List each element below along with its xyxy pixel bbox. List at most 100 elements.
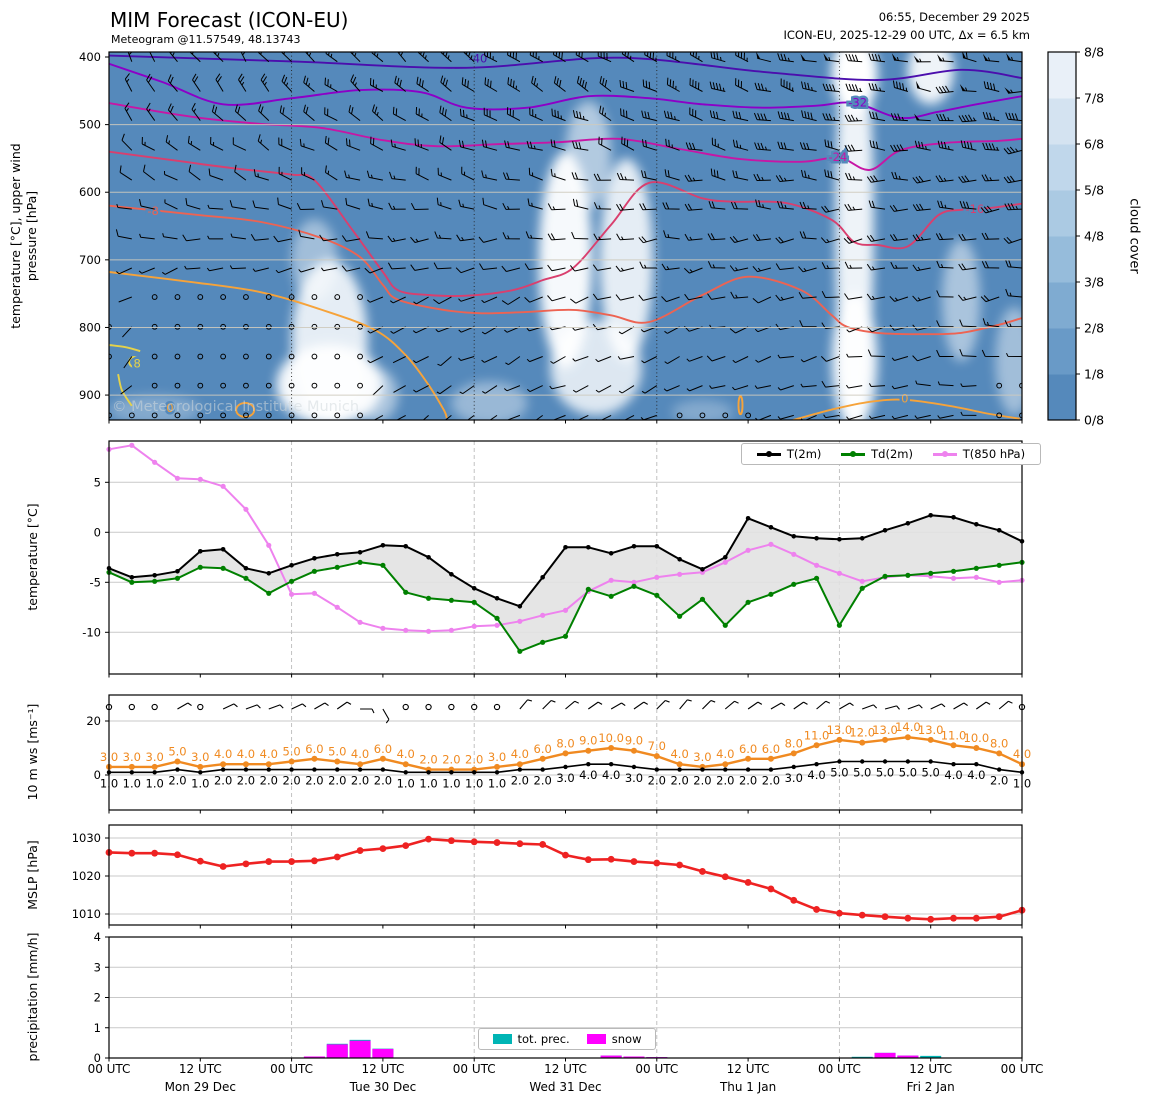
svg-text:9.0: 9.0 [579,734,597,748]
svg-text:5/8: 5/8 [1084,183,1104,198]
series-gust [106,734,1025,773]
svg-text:5.0: 5.0 [168,745,186,759]
svg-text:0: 0 [94,1051,101,1065]
svg-text:13.0: 13.0 [918,723,944,737]
svg-text:2.0: 2.0 [237,774,255,788]
header-model-info: ICON-EU, 2025-12-29 00 UTC, Δx = 6.5 km [783,28,1030,42]
svg-text:4: 4 [94,930,101,944]
svg-text:4.0: 4.0 [944,768,962,782]
svg-text:800: 800 [79,320,101,334]
upper-ylabel-line2: pressure [hPa] [24,190,39,282]
svg-text:-5: -5 [90,575,101,589]
svg-text:12 UTC: 12 UTC [909,1062,952,1076]
upper-ylabel-line1: temperature [°C], upper wind [7,143,23,329]
svg-text:1020: 1020 [72,869,101,883]
svg-text:4.0: 4.0 [511,747,529,761]
wind-yticks: 20 0 [86,714,109,782]
svg-text:4.0: 4.0 [351,747,369,761]
svg-text:1.0: 1.0 [488,776,506,790]
svg-text:0: 0 [94,768,101,782]
svg-text:1.0: 1.0 [465,776,483,790]
series-t850 [106,442,1025,634]
svg-text:2.0: 2.0 [351,774,369,788]
svg-text:00 UTC: 00 UTC [635,1062,678,1076]
svg-text:5.0: 5.0 [282,745,300,759]
legend-item-t2m: T(2m) [756,447,822,461]
svg-text:4.0: 4.0 [716,747,734,761]
svg-text:4.0: 4.0 [670,747,688,761]
svg-text:-10: -10 [82,625,101,639]
svg-text:7/8: 7/8 [1084,91,1104,106]
mslp-yticks: 1030 1020 1010 [72,831,109,921]
svg-text:600: 600 [79,185,101,199]
svg-text:2.0: 2.0 [693,774,711,788]
mslp-ylabel: MSLP [hPa] [24,840,40,910]
svg-text:4/8: 4/8 [1084,229,1104,244]
svg-text:0/8: 0/8 [1084,413,1104,428]
svg-text:1/8: 1/8 [1084,367,1104,382]
legend-label-totprec: tot. prec. [517,1032,570,1046]
precip-xticks [108,1058,1023,1062]
svg-text:00 UTC: 00 UTC [270,1062,313,1076]
legend-label-snow: snow [611,1032,642,1046]
svg-text:2.0: 2.0 [534,774,552,788]
svg-text:6.0: 6.0 [762,742,780,756]
svg-text:3/8: 3/8 [1084,275,1104,290]
x-axis-labels: 00 UTC 12 UTC 00 UTC 12 UTC 00 UTC 12 UTC 00 U… [88,1062,1044,1094]
svg-text:1: 1 [94,1021,101,1035]
svg-text:2.0: 2.0 [260,774,278,788]
svg-text:00 UTC: 00 UTC [818,1062,861,1076]
precip-yticks: 0 1 2 3 4 [94,930,109,1065]
svg-text:Tue 30 Dec: Tue 30 Dec [349,1080,417,1094]
upper-panel-ylabel: temperature [°C], upper wind pressure [h… [8,143,41,328]
svg-text:00 UTC: 00 UTC [453,1062,496,1076]
colorbar: 0/8 1/8 2/8 3/8 4/8 5/8 6/8 7/8 8/8 [1047,45,1104,428]
svg-text:8: 8 [133,356,140,370]
svg-text:9.0: 9.0 [625,734,643,748]
svg-text:4.0: 4.0 [397,747,415,761]
svg-text:Mon 29 Dec: Mon 29 Dec [165,1080,236,1094]
svg-text:5.0: 5.0 [830,766,848,780]
legend-item-snow: snow [586,1032,642,1046]
svg-text:1.0: 1.0 [146,776,164,790]
td2m-line-sample-icon [841,451,866,457]
svg-text:4.0: 4.0 [237,747,255,761]
upper-grid [109,124,1022,396]
svg-text:11.0: 11.0 [941,728,967,742]
svg-text:2.0: 2.0 [168,774,186,788]
svg-text:1.0: 1.0 [123,776,141,790]
svg-text:500: 500 [79,118,101,132]
svg-text:0: 0 [166,401,173,415]
wind-panel: 3.0 1.0 3.0 1.0 3.0 1.0 5.0 2.0 3.0 1.0 4.0 2.0 4.0 2… [86,694,1031,814]
svg-text:12 UTC: 12 UTC [179,1062,222,1076]
series-ws [106,759,1025,775]
svg-text:2.0: 2.0 [762,774,780,788]
svg-text:2.0: 2.0 [670,774,688,788]
svg-text:3: 3 [94,960,101,974]
svg-text:13.0: 13.0 [872,723,898,737]
svg-text:2.0: 2.0 [511,774,529,788]
svg-text:10.0: 10.0 [964,731,990,745]
legend-label-t2m: T(2m) [786,447,822,461]
svg-text:6.0: 6.0 [374,742,392,756]
svg-text:14.0: 14.0 [895,720,921,734]
svg-text:8.0: 8.0 [990,736,1008,750]
precip-legend: tot. prec. snow [478,1028,656,1050]
legend-item-td2m: Td(2m) [841,447,913,461]
svg-text:20: 20 [86,714,101,728]
svg-text:0: 0 [94,525,101,539]
svg-text:2.0: 2.0 [305,774,323,788]
svg-text:-32: -32 [848,95,867,109]
header-timestamp: 06:55, December 29 2025 [878,10,1030,24]
temp-xticks [108,674,1023,678]
svg-text:1010: 1010 [72,907,101,921]
svg-text:-24: -24 [828,150,847,164]
series-t2m [106,513,1025,609]
svg-text:2.0: 2.0 [990,774,1008,788]
svg-text:5.0: 5.0 [876,766,894,780]
wind-direction-strip [105,699,1026,724]
temperature-panel: 5 0 -5 -10 [82,440,1025,678]
svg-text:2.0: 2.0 [739,774,757,788]
svg-text:4.0: 4.0 [602,768,620,782]
